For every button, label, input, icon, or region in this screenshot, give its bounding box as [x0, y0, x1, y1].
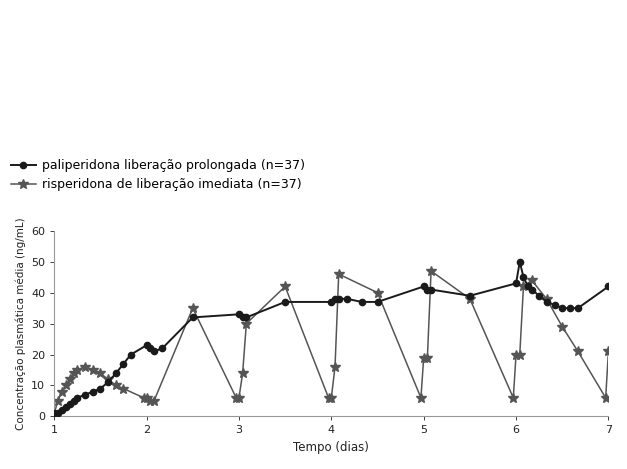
risperidona de liberação imediata (n=37): [140, 395, 147, 401]
risperidona de liberação imediata (n=37): [81, 364, 88, 370]
paliperidona liberação prolongada (n=37): [335, 296, 342, 302]
risperidona de liberação imediata (n=37): [559, 324, 566, 330]
risperidona de liberação imediata (n=37): [66, 377, 74, 382]
paliperidona liberação prolongada (n=37): [512, 280, 520, 286]
risperidona de liberação imediata (n=37): [520, 284, 527, 289]
paliperidona liberação prolongada (n=37): [150, 348, 158, 354]
paliperidona liberação prolongada (n=37): [327, 299, 335, 305]
X-axis label: Tempo (dias): Tempo (dias): [293, 441, 369, 454]
risperidona de liberação imediata (n=37): [112, 383, 120, 388]
risperidona de liberação imediata (n=37): [147, 398, 154, 404]
paliperidona liberação prolongada (n=37): [50, 410, 58, 416]
risperidona de liberação imediata (n=37): [63, 383, 70, 388]
paliperidona liberação prolongada (n=37): [608, 284, 616, 289]
risperidona de liberação imediata (n=37): [417, 395, 424, 401]
paliperidona liberação prolongada (n=37): [358, 299, 366, 305]
paliperidona liberação prolongada (n=37): [66, 401, 74, 407]
risperidona de liberação imediata (n=37): [73, 367, 81, 373]
risperidona de liberação imediata (n=37): [608, 352, 616, 357]
risperidona de liberação imediata (n=37): [89, 367, 97, 373]
risperidona de liberação imediata (n=37): [233, 395, 240, 401]
paliperidona liberação prolongada (n=37): [566, 305, 574, 311]
paliperidona liberação prolongada (n=37): [127, 352, 135, 357]
paliperidona liberação prolongada (n=37): [63, 404, 70, 410]
risperidona de liberação imediata (n=37): [325, 395, 332, 401]
paliperidona liberação prolongada (n=37): [535, 293, 543, 299]
paliperidona liberação prolongada (n=37): [120, 361, 127, 367]
paliperidona liberação prolongada (n=37): [374, 299, 381, 305]
paliperidona liberação prolongada (n=37): [282, 299, 289, 305]
risperidona de liberação imediata (n=37): [424, 355, 431, 361]
risperidona de liberação imediata (n=37): [97, 371, 104, 376]
paliperidona liberação prolongada (n=37): [424, 287, 431, 292]
paliperidona liberação prolongada (n=37): [420, 284, 428, 289]
risperidona de liberação imediata (n=37): [327, 395, 335, 401]
paliperidona liberação prolongada (n=37): [520, 274, 527, 280]
paliperidona liberação prolongada (n=37): [54, 410, 61, 416]
paliperidona liberação prolongada (n=37): [239, 315, 246, 320]
Line: risperidona de liberação imediata (n=37): risperidona de liberação imediata (n=37): [50, 266, 617, 418]
paliperidona liberação prolongada (n=37): [528, 287, 535, 292]
paliperidona liberação prolongada (n=37): [516, 259, 524, 265]
paliperidona liberação prolongada (n=37): [343, 296, 350, 302]
paliperidona liberação prolongada (n=37): [428, 287, 435, 292]
paliperidona liberação prolongada (n=37): [104, 379, 112, 385]
paliperidona liberação prolongada (n=37): [604, 284, 612, 289]
risperidona de liberação imediata (n=37): [374, 290, 381, 295]
risperidona de liberação imediata (n=37): [510, 395, 517, 401]
risperidona de liberação imediata (n=37): [335, 271, 342, 277]
paliperidona liberação prolongada (n=37): [331, 296, 339, 302]
risperidona de liberação imediata (n=37): [54, 398, 61, 404]
paliperidona liberação prolongada (n=37): [112, 371, 120, 376]
risperidona de liberação imediata (n=37): [512, 352, 520, 357]
risperidona de liberação imediata (n=37): [516, 352, 524, 357]
risperidona de liberação imediata (n=37): [604, 348, 612, 354]
paliperidona liberação prolongada (n=37): [543, 299, 551, 305]
paliperidona liberação prolongada (n=37): [551, 302, 559, 308]
risperidona de liberação imediata (n=37): [70, 371, 77, 376]
risperidona de liberação imediata (n=37): [543, 296, 551, 302]
paliperidona liberação prolongada (n=37): [559, 305, 566, 311]
paliperidona liberação prolongada (n=37): [89, 389, 97, 394]
Legend: paliperidona liberação prolongada (n=37), risperidona de liberação imediata (n=3: paliperidona liberação prolongada (n=37)…: [11, 159, 305, 191]
risperidona de liberação imediata (n=37): [282, 284, 289, 289]
Line: paliperidona liberação prolongada (n=37): paliperidona liberação prolongada (n=37): [51, 258, 615, 416]
paliperidona liberação prolongada (n=37): [147, 346, 154, 351]
paliperidona liberação prolongada (n=37): [466, 293, 473, 299]
risperidona de liberação imediata (n=37): [189, 305, 196, 311]
paliperidona liberação prolongada (n=37): [159, 346, 166, 351]
risperidona de liberação imediata (n=37): [331, 364, 339, 370]
risperidona de liberação imediata (n=37): [602, 395, 609, 401]
risperidona de liberação imediata (n=37): [420, 355, 428, 361]
risperidona de liberação imediata (n=37): [428, 268, 435, 274]
paliperidona liberação prolongada (n=37): [97, 386, 104, 392]
paliperidona liberação prolongada (n=37): [189, 315, 196, 320]
paliperidona liberação prolongada (n=37): [81, 392, 88, 398]
paliperidona liberação prolongada (n=37): [70, 398, 77, 404]
Y-axis label: Concentração plasmática média (ng/mL): Concentração plasmática média (ng/mL): [15, 217, 26, 430]
risperidona de liberação imediata (n=37): [528, 278, 535, 283]
paliperidona liberação prolongada (n=37): [524, 284, 532, 289]
paliperidona liberação prolongada (n=37): [574, 305, 582, 311]
risperidona de liberação imediata (n=37): [466, 296, 473, 302]
risperidona de liberação imediata (n=37): [104, 377, 112, 382]
paliperidona liberação prolongada (n=37): [143, 342, 150, 348]
risperidona de liberação imediata (n=37): [243, 321, 250, 326]
risperidona de liberação imediata (n=37): [574, 348, 582, 354]
risperidona de liberação imediata (n=37): [58, 389, 65, 394]
paliperidona liberação prolongada (n=37): [243, 315, 250, 320]
risperidona de liberação imediata (n=37): [143, 395, 150, 401]
risperidona de liberação imediata (n=37): [50, 410, 58, 416]
paliperidona liberação prolongada (n=37): [73, 395, 81, 401]
paliperidona liberação prolongada (n=37): [235, 311, 243, 317]
risperidona de liberação imediata (n=37): [239, 371, 246, 376]
risperidona de liberação imediata (n=37): [235, 395, 243, 401]
risperidona de liberação imediata (n=37): [120, 386, 127, 392]
risperidona de liberação imediata (n=37): [150, 398, 158, 404]
paliperidona liberação prolongada (n=37): [58, 408, 65, 413]
